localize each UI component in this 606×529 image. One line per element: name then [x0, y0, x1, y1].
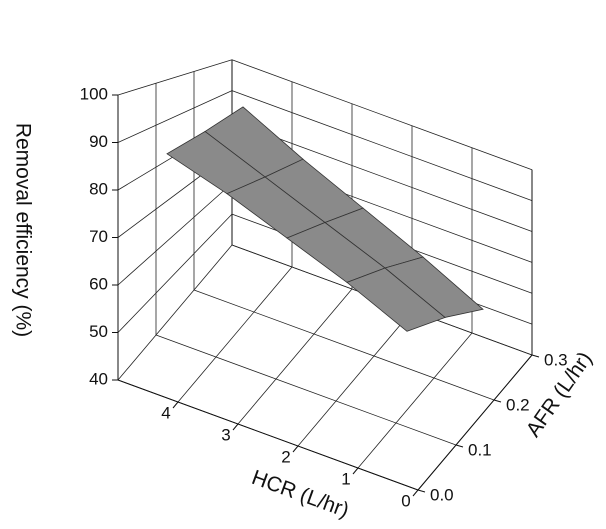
grid-line	[231, 59, 533, 171]
z-tick-label: 90	[89, 132, 108, 151]
x-tick-label: 2	[281, 447, 290, 466]
z-axis-label: Removal efficiency (%)	[11, 123, 34, 337]
tick-mark	[455, 444, 464, 448]
z-tick-label: 80	[89, 179, 108, 198]
axis-line	[117, 379, 419, 491]
z-tick-label: 100	[80, 84, 108, 103]
tick-mark	[292, 445, 299, 453]
grid-line	[231, 121, 533, 232]
tick-mark	[531, 354, 540, 358]
y-tick-label: 0.0	[430, 485, 454, 504]
grid-line	[117, 182, 233, 286]
grid-line	[231, 90, 533, 202]
y-tick-label: 0.2	[506, 395, 530, 414]
x-tick-label: 0	[401, 491, 410, 510]
grid-line	[297, 310, 413, 447]
z-tick-label: 50	[89, 322, 108, 341]
z-tick-label: 60	[89, 274, 108, 293]
tick-mark	[172, 401, 179, 409]
grid-line	[117, 213, 233, 333]
y-tick-label: 0.1	[468, 440, 492, 459]
tick-mark	[412, 489, 419, 497]
x-axis-label: HCR (L/hr)	[249, 466, 352, 522]
grid-line	[193, 289, 495, 401]
z-tick-label: 40	[89, 369, 108, 388]
tick-mark	[232, 423, 239, 431]
tick-mark	[352, 467, 359, 475]
grid-line	[117, 244, 233, 381]
grid-line	[177, 266, 293, 403]
x-tick-label: 4	[161, 403, 170, 422]
grid-line	[237, 288, 353, 425]
tick-mark	[417, 489, 426, 493]
tick-mark	[493, 399, 502, 403]
z-tick-label: 70	[89, 227, 108, 246]
grid-line	[117, 59, 233, 96]
grid-line	[155, 334, 457, 446]
axis-line	[417, 354, 533, 491]
grid-line	[117, 90, 233, 143]
y-tick-label: 0.3	[544, 350, 568, 369]
x-tick-label: 1	[341, 469, 350, 488]
grid-line	[357, 332, 473, 469]
x-tick-label: 3	[221, 425, 230, 444]
surface-patch	[346, 267, 446, 332]
